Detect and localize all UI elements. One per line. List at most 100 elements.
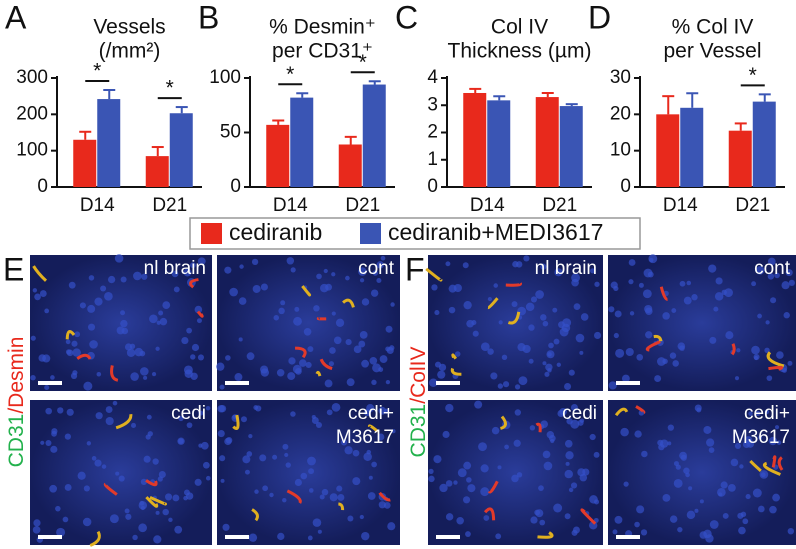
y-tick-label: 0 (37, 176, 48, 197)
y-tick-label: 0 (230, 176, 241, 197)
nucleus (434, 310, 440, 316)
nucleus (244, 469, 250, 475)
bar (559, 106, 583, 187)
nucleus (683, 467, 690, 475)
nucleus (613, 332, 619, 339)
nucleus (755, 266, 765, 275)
nucleus (196, 318, 202, 324)
nucleus (313, 305, 320, 312)
bar (169, 113, 193, 187)
chart-title: % Desmin⁺ (269, 16, 376, 39)
nucleus (579, 350, 584, 355)
nucleus (340, 439, 348, 446)
nucleus (329, 493, 338, 502)
nucleus (246, 352, 255, 361)
nucleus (254, 489, 259, 494)
nucleus (577, 419, 584, 426)
bar (338, 144, 362, 187)
nucleus (721, 289, 727, 295)
nucleus (112, 400, 118, 406)
nucleus (738, 526, 746, 535)
chart-title: Col IV (491, 16, 548, 39)
nucleus (329, 347, 336, 354)
nucleus (132, 534, 138, 541)
nucleus (337, 494, 345, 501)
nucleus (614, 310, 622, 318)
nucleus (677, 342, 686, 350)
nucleus (246, 451, 253, 457)
nucleus (454, 351, 461, 357)
nucleus (100, 285, 107, 292)
nucleus (480, 464, 489, 473)
nucleus (657, 357, 666, 366)
nucleus (120, 276, 127, 283)
nucleus (739, 464, 744, 469)
nucleus (437, 370, 446, 379)
chart-title: per Vessel (663, 40, 761, 63)
vessel (645, 340, 661, 352)
nucleus (286, 257, 295, 265)
nucleus (162, 301, 171, 309)
nucleus (429, 378, 438, 388)
nucleus (378, 367, 384, 373)
nucleus (359, 514, 364, 520)
nucleus (378, 501, 386, 509)
nucleus (276, 368, 285, 377)
y-tick-label: 50 (220, 122, 241, 143)
nucleus (311, 417, 319, 424)
nucleus (528, 358, 534, 364)
nucleus (467, 484, 476, 493)
nucleus (30, 374, 36, 381)
nucleus (736, 348, 741, 353)
nucleus (757, 313, 762, 319)
nucleus (462, 262, 469, 269)
vessel (777, 456, 784, 471)
nucleus (439, 483, 448, 493)
nucleus (708, 264, 717, 273)
nucleus (363, 452, 372, 461)
bar (266, 124, 290, 187)
nucleus (376, 277, 382, 284)
stain-label: CD31/Desmin (5, 337, 28, 468)
nucleus (751, 345, 760, 355)
nucleus (774, 272, 780, 279)
nucleus (224, 266, 232, 274)
nucleus (594, 281, 600, 287)
nucleus (787, 527, 795, 535)
nucleus (366, 449, 372, 455)
y-tick-label: 0 (620, 176, 631, 197)
nucleus (118, 475, 125, 482)
nucleus (82, 517, 92, 527)
nucleus (571, 273, 581, 283)
nucleus (50, 375, 55, 380)
nucleus (72, 370, 78, 376)
nucleus (326, 409, 333, 416)
vessel (659, 286, 668, 301)
nucleus (529, 425, 536, 431)
nucleus (86, 441, 92, 446)
nucleus (767, 273, 775, 280)
nucleus (125, 513, 132, 520)
nucleus (629, 311, 635, 316)
nucleus (295, 367, 302, 375)
nucleus (643, 268, 653, 278)
nucleus (303, 327, 312, 336)
nucleus (456, 516, 464, 525)
nucleus (57, 407, 64, 414)
y-tick-label: 100 (16, 140, 48, 161)
nucleus (385, 379, 391, 385)
nucleus (377, 433, 385, 441)
nucleus (495, 533, 502, 540)
nucleus (316, 273, 322, 280)
x-tick-label: D14 (470, 195, 505, 216)
nucleus (285, 462, 291, 468)
nucleus (699, 499, 704, 504)
panel-letter: F (405, 251, 425, 287)
nucleus (673, 461, 679, 467)
nucleus (139, 500, 145, 506)
nucleus (168, 517, 173, 523)
nucleus (158, 471, 166, 479)
nucleus (593, 331, 602, 340)
y-tick-label: 100 (209, 67, 241, 88)
nucleus (129, 343, 136, 349)
